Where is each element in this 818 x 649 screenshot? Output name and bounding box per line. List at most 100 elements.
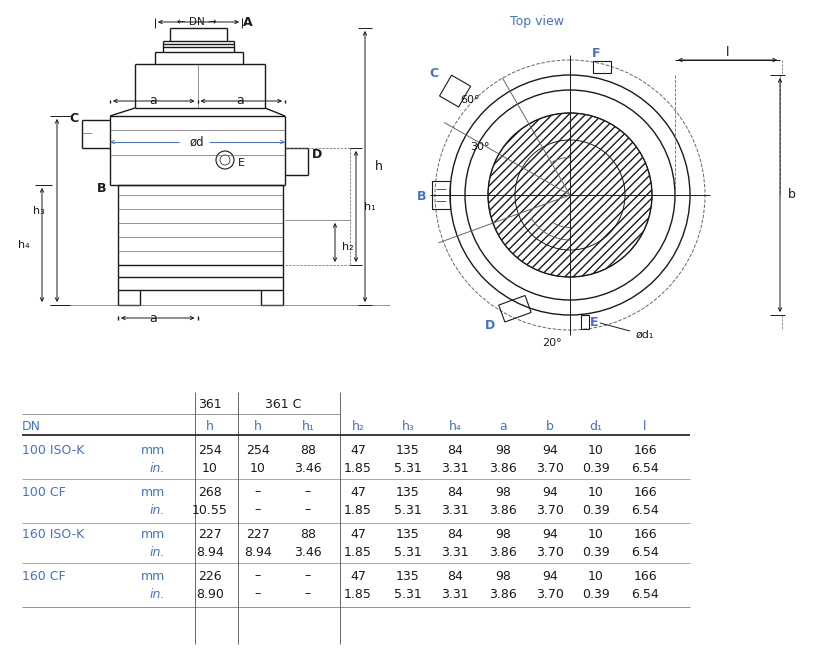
Text: 30°: 30° (470, 142, 490, 152)
Text: 135: 135 (396, 570, 420, 583)
Text: mm: mm (141, 485, 165, 498)
Text: 88: 88 (300, 443, 316, 456)
Text: 94: 94 (542, 485, 558, 498)
Text: b: b (546, 419, 554, 432)
Text: ← DN →: ← DN → (178, 17, 217, 27)
Text: 160 CF: 160 CF (22, 570, 65, 583)
Text: 3.31: 3.31 (441, 461, 469, 474)
Text: 47: 47 (350, 528, 366, 541)
Text: h₄: h₄ (448, 419, 461, 432)
Text: in.: in. (150, 587, 165, 600)
Text: 1.85: 1.85 (344, 546, 372, 559)
Text: ød: ød (190, 136, 204, 149)
Text: 3.46: 3.46 (294, 546, 321, 559)
Text: C: C (70, 112, 79, 125)
Text: 8.94: 8.94 (196, 546, 224, 559)
Text: –: – (255, 485, 261, 498)
Text: in.: in. (150, 504, 165, 517)
Text: in.: in. (150, 461, 165, 474)
Text: 6.54: 6.54 (631, 587, 658, 600)
Text: 84: 84 (447, 485, 463, 498)
Text: E: E (238, 158, 245, 168)
Text: h₂: h₂ (352, 419, 365, 432)
Text: h₃: h₃ (402, 419, 415, 432)
Text: 10: 10 (588, 570, 604, 583)
Text: 10: 10 (588, 485, 604, 498)
Text: h₁: h₁ (302, 419, 314, 432)
Text: 0.39: 0.39 (582, 504, 610, 517)
Text: 84: 84 (447, 528, 463, 541)
Text: 5.31: 5.31 (394, 461, 422, 474)
Text: a: a (149, 95, 157, 108)
Text: D: D (485, 319, 495, 332)
Text: D: D (312, 149, 322, 162)
Text: 361 C: 361 C (265, 397, 301, 411)
Text: 3.86: 3.86 (489, 504, 517, 517)
Text: l: l (726, 45, 730, 58)
Text: 6.54: 6.54 (631, 546, 658, 559)
Text: 94: 94 (542, 570, 558, 583)
Text: h₄: h₄ (18, 240, 30, 250)
Text: 3.70: 3.70 (536, 504, 564, 517)
Text: A: A (243, 16, 253, 29)
Text: 166: 166 (633, 485, 657, 498)
Text: a: a (236, 95, 244, 108)
Text: ød₁: ød₁ (636, 330, 654, 340)
Text: h₃: h₃ (34, 206, 45, 215)
Text: 3.70: 3.70 (536, 546, 564, 559)
Text: 227: 227 (198, 528, 222, 541)
Text: B: B (97, 182, 106, 195)
Text: h₂: h₂ (342, 243, 353, 252)
Text: 94: 94 (542, 443, 558, 456)
Text: –: – (305, 504, 311, 517)
Text: 3.31: 3.31 (441, 546, 469, 559)
Text: 135: 135 (396, 528, 420, 541)
Text: 1.85: 1.85 (344, 461, 372, 474)
Text: –: – (255, 570, 261, 583)
Text: l: l (643, 419, 647, 432)
Text: 84: 84 (447, 570, 463, 583)
Text: 98: 98 (495, 570, 511, 583)
Text: 1.85: 1.85 (344, 504, 372, 517)
Text: 47: 47 (350, 443, 366, 456)
Text: 227: 227 (246, 528, 270, 541)
Text: 10: 10 (588, 443, 604, 456)
Text: 135: 135 (396, 443, 420, 456)
Text: 5.31: 5.31 (394, 504, 422, 517)
Text: Top view: Top view (510, 16, 564, 29)
Text: 361: 361 (198, 397, 222, 411)
Bar (439, 75, 470, 107)
Text: h: h (206, 419, 214, 432)
Text: 135: 135 (396, 485, 420, 498)
Text: mm: mm (141, 443, 165, 456)
Text: –: – (305, 485, 311, 498)
Text: 8.90: 8.90 (196, 587, 224, 600)
Text: 100 ISO-K: 100 ISO-K (22, 443, 84, 456)
Text: DN: DN (22, 419, 41, 432)
Text: 1.85: 1.85 (344, 587, 372, 600)
Text: –: – (305, 587, 311, 600)
Bar (593, 61, 611, 73)
Text: 3.70: 3.70 (536, 461, 564, 474)
Text: 98: 98 (495, 443, 511, 456)
Text: 268: 268 (198, 485, 222, 498)
Text: h: h (375, 160, 383, 173)
Text: b: b (788, 188, 796, 201)
Text: 226: 226 (198, 570, 222, 583)
Text: d₁: d₁ (590, 419, 603, 432)
Bar (499, 295, 531, 322)
Text: 94: 94 (542, 528, 558, 541)
Text: 160 ISO-K: 160 ISO-K (22, 528, 84, 541)
Text: 3.86: 3.86 (489, 587, 517, 600)
Text: 166: 166 (633, 570, 657, 583)
Bar (581, 315, 589, 329)
Text: a: a (149, 312, 157, 324)
Text: 3.86: 3.86 (489, 546, 517, 559)
Text: 3.86: 3.86 (489, 461, 517, 474)
Text: 20°: 20° (542, 338, 562, 348)
Text: h₁: h₁ (364, 201, 375, 212)
Text: B: B (416, 191, 426, 204)
Text: 0.39: 0.39 (582, 461, 610, 474)
Text: h: h (254, 419, 262, 432)
Text: –: – (255, 587, 261, 600)
